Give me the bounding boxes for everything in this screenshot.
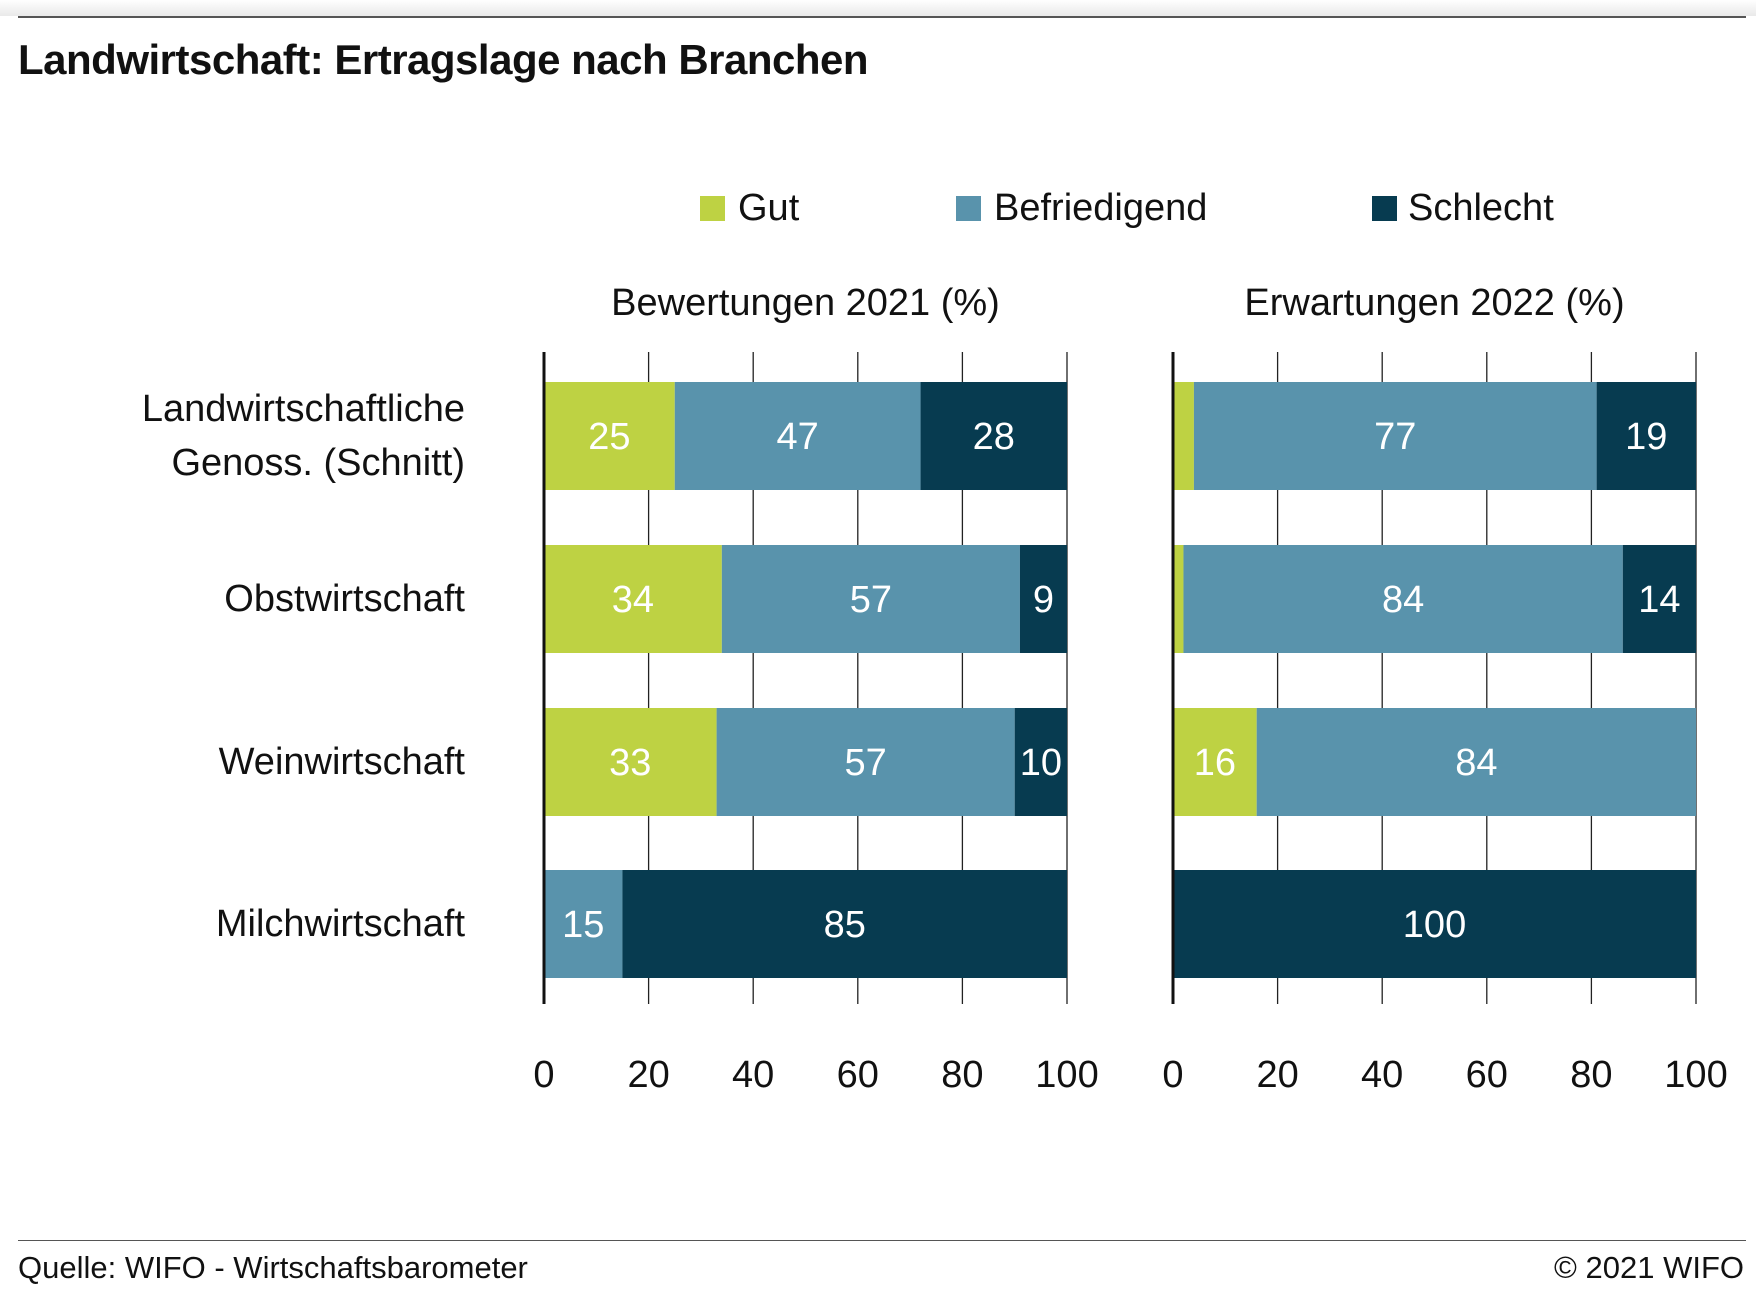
x-tick-label: 40 [1361, 1054, 1403, 1096]
top-shade [0, 0, 1756, 16]
bar-gut [1173, 382, 1194, 490]
chart: Gut Befriedigend Schlecht Bewertungen 2021 … [142, 187, 1728, 1096]
x-tick-label: 40 [732, 1054, 774, 1096]
bar-befriedigend [1183, 545, 1623, 653]
bar-value-label: 34 [612, 579, 654, 621]
bar-befriedigend [1256, 708, 1696, 816]
bar-value-label: 77 [1374, 416, 1416, 458]
bar-value-label: 15 [562, 904, 604, 946]
bar-value-label: 47 [777, 416, 819, 458]
bar-gut [1173, 545, 1184, 653]
source-note: Quelle: WIFO - Wirtschaftsbarometer [18, 1250, 528, 1285]
bar-schlecht [1622, 545, 1696, 653]
bottom-rule [18, 1240, 1746, 1241]
x-tick-label: 0 [533, 1054, 554, 1096]
bar-befriedigend [1193, 382, 1597, 490]
panel-title-1: Erwartungen 2022 (%) [1244, 282, 1624, 324]
x-tick-label: 20 [627, 1054, 669, 1096]
bar-schlecht [1173, 870, 1696, 978]
bar-value-label: 14 [1638, 579, 1680, 621]
bar-gut [1173, 708, 1257, 816]
bar-befriedigend [721, 545, 1020, 653]
x-tick-label: 80 [941, 1054, 983, 1096]
x-tick-label: 100 [1664, 1054, 1727, 1096]
bar-value-label: 100 [1403, 904, 1466, 946]
bar-value-label: 28 [973, 416, 1015, 458]
bar-value-label: 84 [1382, 579, 1424, 621]
bar-gut [544, 708, 717, 816]
bar-gut [544, 382, 675, 490]
bar-value-label: 57 [850, 579, 892, 621]
bar-value-label: 85 [824, 904, 866, 946]
legend-label-schlecht: Schlecht [1408, 187, 1554, 229]
bar-value-label: 84 [1455, 742, 1497, 784]
panel-title-0: Bewertungen 2021 (%) [611, 282, 1000, 324]
x-tick-label: 80 [1570, 1054, 1612, 1096]
top-rule [18, 16, 1746, 18]
bar-value-label: 57 [845, 742, 887, 784]
category-label: Weinwirtschaft [219, 741, 466, 783]
bar-schlecht [1596, 382, 1696, 490]
bar-befriedigend [544, 870, 623, 978]
copyright-note: © 2021 WIFO [1554, 1250, 1744, 1285]
x-tick-label: 60 [1466, 1054, 1508, 1096]
x-tick-label: 0 [1162, 1054, 1183, 1096]
legend-swatch-gut [700, 196, 725, 221]
category-label: Landwirtschaftliche [142, 388, 465, 430]
x-tick-label: 60 [837, 1054, 879, 1096]
chart-title: Landwirtschaft: Ertragslage nach Branche… [18, 36, 869, 83]
bar-value-label: 19 [1625, 416, 1667, 458]
bar-befriedigend [674, 382, 921, 490]
x-tick-label: 100 [1035, 1054, 1098, 1096]
category-label: Milchwirtschaft [216, 903, 466, 945]
bar-value-label: 9 [1033, 579, 1054, 621]
x-tick-label: 20 [1256, 1054, 1298, 1096]
category-label: Obstwirtschaft [224, 578, 465, 620]
bar-value-label: 25 [588, 416, 630, 458]
category-label: Genoss. (Schnitt) [171, 442, 465, 484]
bar-befriedigend [716, 708, 1015, 816]
bar-value-label: 16 [1194, 742, 1236, 784]
bar-value-label: 10 [1020, 742, 1062, 784]
legend-swatch-schlecht [1372, 196, 1397, 221]
bar-schlecht [622, 870, 1067, 978]
bar-gut [544, 545, 722, 653]
bar-value-label: 33 [609, 742, 651, 784]
legend-swatch-befriedigend [956, 196, 981, 221]
legend-label-befriedigend: Befriedigend [994, 187, 1207, 229]
bar-schlecht [1014, 708, 1067, 816]
legend-label-gut: Gut [738, 187, 800, 229]
bar-schlecht [1019, 545, 1067, 653]
bar-schlecht [920, 382, 1067, 490]
